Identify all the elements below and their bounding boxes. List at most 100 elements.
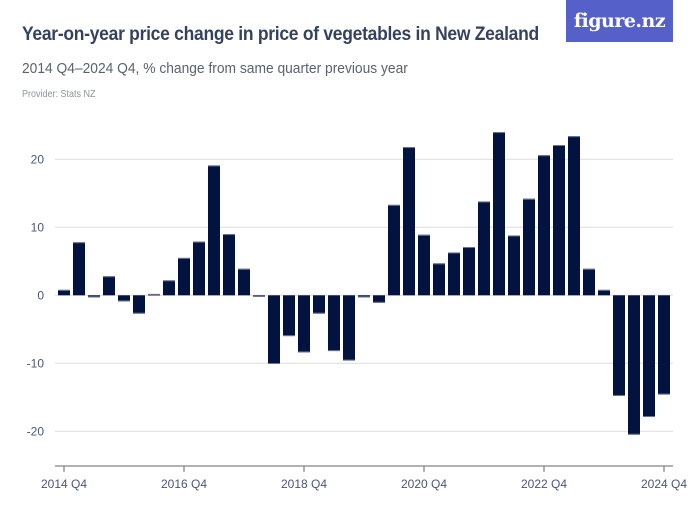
chart-title: Year-on-year price change in price of ve… (22, 24, 539, 45)
x-tick-label: 2024 Q4 (641, 477, 687, 491)
bar-edge (403, 147, 415, 149)
bar-edge (88, 296, 100, 298)
bar[interactable]: 2022 Q3: 14.2 (523, 198, 535, 296)
bar[interactable]: 2017 Q4: 3.9 (238, 268, 250, 296)
figure-nz-logo[interactable]: figure.nz (566, 0, 673, 42)
bar-edge (388, 204, 400, 206)
logo-text: figure.nz (573, 10, 666, 32)
x-tick-label: 2022 Q4 (521, 477, 567, 491)
bar-edge (583, 268, 595, 270)
bar[interactable]: 2024 Q4: -14.6 (658, 295, 670, 395)
bar-edge (268, 362, 280, 364)
bar[interactable]: 2015 Q2: -0.3 (88, 295, 100, 298)
bar[interactable]: 2015 Q3: 2.8 (103, 276, 115, 296)
bar-edge (373, 301, 385, 303)
bar[interactable]: 2016 Q1: -2.7 (133, 295, 145, 314)
bar-edge (508, 235, 520, 237)
bars: 2014 Q4: 0.82015 Q1: 7.82015 Q2: -0.3201… (58, 132, 670, 435)
bar[interactable]: 2023 Q1: 22.1 (553, 145, 565, 296)
bar[interactable]: 2019 Q1: -2.7 (313, 295, 325, 314)
bar[interactable]: 2022 Q1: 24 (493, 132, 505, 296)
bar-edge (493, 132, 505, 134)
bar[interactable]: 2019 Q3: -9.6 (343, 295, 355, 361)
bar[interactable]: 2019 Q4: -0.3 (358, 295, 370, 298)
bar-edge (193, 241, 205, 243)
y-tick-label: -10 (27, 356, 45, 370)
bar-edge (58, 289, 70, 291)
bar-edge (238, 268, 250, 270)
y-axis-ticks: -20 -10 0 10 20 (27, 152, 45, 438)
bar[interactable]: 2023 Q3: 3.9 (583, 268, 595, 296)
bar-edge (613, 394, 625, 396)
bar-edge (103, 276, 115, 278)
bar-edge (358, 296, 370, 298)
bar[interactable]: 2022 Q2: 8.8 (508, 235, 520, 296)
bar-edge (658, 393, 670, 395)
bar[interactable]: 2020 Q2: 13.3 (388, 204, 400, 296)
bar[interactable]: 2015 Q4: -0.9 (118, 295, 130, 302)
bar-edge (598, 289, 610, 291)
bar-edge (538, 155, 550, 157)
bar-edge (343, 359, 355, 361)
bar-edge (448, 252, 460, 254)
bar-edge (148, 293, 160, 295)
bar[interactable]: 2021 Q4: 13.8 (478, 201, 490, 296)
bar-edge (178, 257, 190, 259)
provider-label: Provider: Stats NZ (22, 89, 96, 100)
bar-edge (73, 242, 85, 244)
x-tick-label: 2020 Q4 (401, 477, 447, 491)
bar-edge (568, 136, 580, 138)
bar-edge (328, 350, 340, 352)
bar[interactable]: 2015 Q1: 7.8 (73, 242, 85, 296)
bar[interactable]: 2016 Q4: 5.5 (178, 257, 190, 296)
bar-edge (313, 312, 325, 314)
bar-edge (223, 234, 235, 236)
bar[interactable]: 2019 Q2: -8.2 (328, 295, 340, 352)
bar-edge (433, 263, 445, 265)
bar[interactable]: 2017 Q2: 19.1 (208, 165, 220, 296)
bar-edge (643, 416, 655, 418)
chart-subtitle: 2014 Q4–2024 Q4, % change from same quar… (22, 60, 408, 77)
bar[interactable]: 2023 Q2: 23.4 (568, 136, 580, 296)
bar[interactable]: 2022 Q4: 20.6 (538, 155, 550, 296)
bar[interactable]: 2018 Q4: -8.4 (298, 295, 310, 353)
bar[interactable]: 2020 Q4: 8.9 (418, 234, 430, 296)
bar-edge (523, 198, 535, 200)
bar[interactable]: 2024 Q3: -17.9 (643, 295, 655, 418)
bar-edge (163, 280, 175, 282)
bar[interactable]: 2020 Q1: -1.1 (373, 295, 385, 303)
x-tick-label: 2016 Q4 (161, 477, 207, 491)
bar[interactable]: 2018 Q2: -10.1 (268, 295, 280, 364)
bar[interactable]: 2024 Q1: -14.8 (613, 295, 625, 396)
bar[interactable]: 2014 Q4: 0.8 (58, 289, 70, 296)
y-tick-label: 0 (37, 288, 44, 302)
x-tick-label: 2014 Q4 (41, 477, 87, 491)
y-tick-label: 10 (31, 220, 45, 234)
bar[interactable]: 2018 Q3: -6 (283, 295, 295, 337)
bar-edge (478, 201, 490, 203)
bar-edge (628, 433, 640, 435)
bar-edge (463, 247, 475, 249)
y-tick-label: 20 (31, 152, 45, 166)
bar[interactable]: 2016 Q3: 2.2 (163, 280, 175, 296)
bar[interactable]: 2024 Q2: -20.5 (628, 295, 640, 435)
x-axis: 2014 Q4 2016 Q4 2018 Q4 2020 Q4 2022 Q4 2024 … (41, 465, 687, 491)
bar[interactable]: 2021 Q1: 4.7 (433, 263, 445, 296)
bar-edge (418, 234, 430, 236)
bar-edge (553, 145, 565, 147)
bar-edge (283, 335, 295, 337)
bar-edge (208, 165, 220, 167)
bar[interactable]: 2017 Q3: 9 (223, 234, 235, 296)
y-tick-label: -20 (27, 424, 45, 438)
bar[interactable]: 2023 Q4: 0.8 (598, 289, 610, 296)
bar-edge (133, 312, 145, 314)
bar[interactable]: 2020 Q3: 21.8 (403, 147, 415, 296)
bar[interactable]: 2021 Q3: 7.1 (463, 247, 475, 296)
bar-edge (298, 351, 310, 353)
bar[interactable]: 2021 Q2: 6.3 (448, 252, 460, 296)
bar-edge (118, 300, 130, 302)
bar[interactable]: 2017 Q1: 7.9 (193, 241, 205, 296)
bar-edge (253, 295, 265, 297)
x-tick-label: 2018 Q4 (281, 477, 327, 491)
